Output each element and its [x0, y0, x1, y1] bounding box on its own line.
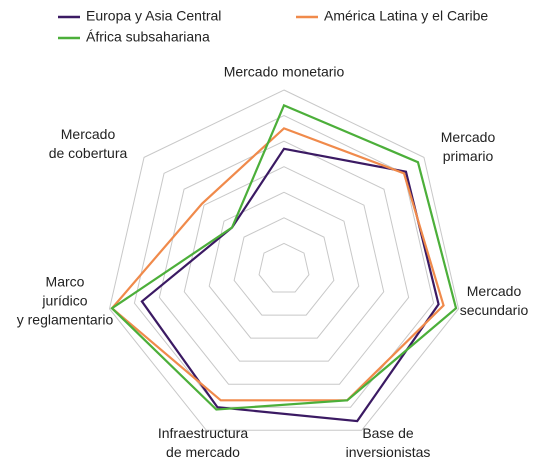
axis-label: jurídico — [41, 293, 87, 309]
series-line — [110, 103, 458, 411]
axis-label: Mercado monetario — [224, 64, 345, 80]
series-line — [110, 127, 445, 402]
grid-ring — [208, 191, 360, 339]
grid-ring — [108, 89, 460, 431]
axis-label: Base de — [362, 425, 414, 441]
legend-label: África subsahariana — [86, 29, 210, 45]
axis-label: secundario — [460, 302, 529, 318]
grid-ring — [183, 166, 385, 362]
axis-label: Mercado — [441, 129, 496, 145]
grid-ring — [158, 140, 410, 385]
series-line — [140, 147, 440, 423]
axis-label: inversionistas — [346, 444, 431, 460]
axis-label: Marco — [46, 274, 85, 290]
legend-label: Europa y Asia Central — [86, 8, 221, 24]
axis-label: Mercado — [61, 126, 116, 142]
grid-ring — [133, 115, 435, 408]
legend-label: América Latina y el Caribe — [324, 8, 488, 24]
axis-label: Infraestructura — [158, 425, 248, 441]
axis-label: primario — [443, 148, 494, 164]
axis-label: de cobertura — [49, 145, 128, 161]
grid-ring — [258, 242, 310, 293]
grid-ring — [233, 217, 335, 316]
axis-label: de mercado — [166, 444, 240, 460]
axis-label: Mercado — [467, 283, 522, 299]
axis-label: y reglamentario — [17, 312, 114, 328]
